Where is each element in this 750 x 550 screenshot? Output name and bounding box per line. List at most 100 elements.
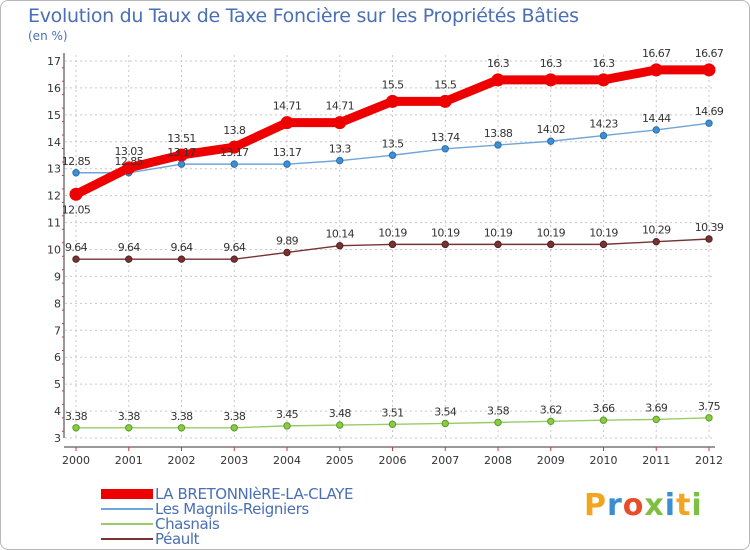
data-point-cha	[652, 415, 660, 424]
data-label-pea: 10.29	[642, 224, 671, 237]
data-point-cha	[705, 414, 713, 422]
data-point-cha	[547, 417, 555, 426]
legend-swatch-lbc	[101, 489, 153, 499]
data-label-mag: 13.17	[167, 146, 196, 159]
data-label-mag: 13.5	[381, 137, 404, 150]
logo-letter: r	[607, 488, 623, 523]
chart-title: Evolution du Taux de Taxe Foncière sur l…	[28, 5, 579, 27]
data-label-pea: 10.39	[695, 221, 724, 234]
x-tick-label: 2010	[590, 454, 618, 467]
data-point-mag	[547, 137, 555, 145]
data-point-lbc	[491, 73, 505, 87]
data-label-pea: 9.64	[65, 241, 88, 254]
data-point-cha	[125, 424, 133, 432]
data-label-pea: 10.19	[431, 226, 460, 239]
legend-label-cha: Chasnais	[155, 515, 220, 533]
data-label-lbc: 12.05	[62, 203, 91, 216]
data-point-cha	[177, 424, 186, 432]
y-tick-label: 3	[54, 432, 61, 445]
data-label-lbc: 13.03	[115, 145, 144, 158]
y-tick-label: 12	[47, 190, 61, 203]
legend-label-lbc: LA BRETONNIèRE-LA-CLAYE	[155, 485, 354, 503]
y-tick-label: 5	[54, 378, 61, 391]
data-label-pea: 10.19	[484, 226, 513, 239]
data-label-lbc: 16.67	[695, 47, 724, 60]
x-tick-label: 2011	[642, 454, 670, 467]
data-label-cha: 3.45	[276, 408, 299, 421]
data-label-mag: 13.17	[220, 146, 249, 159]
y-tick-label: 17	[47, 55, 61, 68]
data-point-lbc	[69, 187, 83, 201]
logo-letter: o	[622, 488, 645, 523]
data-point-pea	[494, 240, 502, 249]
data-label-lbc: 16.3	[540, 57, 563, 70]
data-label-lbc: 16.3	[487, 57, 510, 70]
data-point-cha	[388, 420, 397, 428]
data-label-cha: 3.38	[65, 410, 88, 423]
data-label-mag: 14.44	[642, 112, 671, 125]
data-label-cha: 3.48	[329, 407, 352, 420]
data-label-lbc: 16.67	[642, 47, 671, 60]
data-point-mag	[72, 169, 80, 177]
data-point-cha	[336, 421, 344, 429]
logo-letter: i	[691, 488, 703, 523]
data-point-lbc	[649, 63, 663, 77]
data-point-pea	[72, 255, 80, 263]
data-label-cha: 3.51	[381, 406, 403, 419]
data-label-cha: 3.38	[223, 410, 246, 423]
legend-item-cha: Chasnais	[101, 515, 220, 533]
y-tick-label: 9	[54, 270, 61, 283]
data-point-pea	[705, 235, 713, 243]
data-point-mag	[336, 156, 344, 165]
data-point-mag	[388, 151, 397, 159]
data-label-lbc: 13.51	[167, 132, 196, 145]
data-label-cha: 3.54	[434, 405, 457, 418]
legend-swatch-cha	[101, 523, 153, 525]
data-point-lbc	[175, 148, 188, 162]
data-label-lbc: 15.5	[434, 78, 457, 91]
data-point-cha	[230, 424, 238, 432]
data-point-pea	[547, 240, 555, 249]
legend-label-mag: Les Magnils-Reigniers	[155, 500, 309, 518]
x-tick-label: 2004	[273, 454, 301, 467]
logo-letter: i	[664, 488, 677, 523]
data-label-lbc: 16.3	[592, 57, 615, 70]
data-label-mag: 13.74	[431, 131, 460, 144]
data-point-pea	[125, 255, 133, 263]
legend-item-pea: Péault	[101, 530, 200, 548]
data-point-lbc	[544, 73, 558, 87]
logo-letter: x	[644, 488, 665, 523]
data-label-cha: 3.66	[592, 402, 615, 415]
data-label-pea: 10.19	[378, 226, 407, 239]
y-tick-label: 16	[47, 82, 61, 95]
data-label-pea: 10.19	[589, 226, 618, 239]
data-point-lbc	[702, 63, 716, 77]
data-point-lbc	[333, 116, 347, 130]
y-tick-label: 6	[54, 351, 61, 364]
legend-swatch-pea	[101, 538, 153, 540]
x-tick-label: 2007	[431, 454, 459, 467]
data-label-lbc: 14.71	[273, 100, 302, 113]
data-label-pea: 10.19	[537, 226, 566, 239]
data-label-mag: 14.23	[589, 118, 618, 131]
data-label-pea: 9.64	[223, 241, 246, 254]
data-label-pea: 9.64	[170, 241, 193, 254]
data-label-cha: 3.38	[170, 410, 193, 423]
data-label-mag: 14.02	[537, 123, 566, 136]
legend-item-lbc: LA BRETONNIèRE-LA-CLAYE	[101, 485, 354, 503]
data-label-mag: 14.69	[695, 105, 724, 118]
y-tick-label: 8	[54, 297, 61, 310]
data-point-mag	[599, 131, 608, 140]
data-point-pea	[177, 255, 186, 263]
chart-subtitle: (en %)	[28, 29, 68, 43]
data-point-lbc	[280, 116, 294, 130]
data-point-lbc	[227, 140, 241, 154]
data-point-lbc	[386, 94, 399, 108]
data-label-cha: 3.58	[487, 404, 510, 417]
y-tick-label: 10	[47, 244, 61, 257]
legend-label-pea: Péault	[155, 530, 200, 548]
data-point-mag	[230, 160, 238, 168]
y-tick-label: 13	[47, 163, 61, 176]
data-label-mag: 12.85	[115, 155, 144, 168]
legend-swatch-mag	[101, 508, 153, 510]
